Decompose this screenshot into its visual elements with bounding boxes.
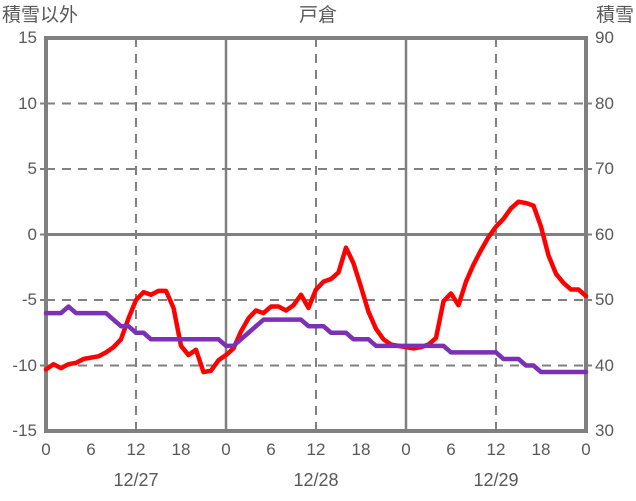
y-axis-left-tick-label: -10 [12, 355, 37, 375]
y-axis-left-tick-label: 10 [18, 93, 37, 113]
x-axis-tick-label: 0 [221, 440, 231, 459]
left-axis-caption: 積雪以外 [2, 5, 79, 26]
x-axis-tick-label: 12 [126, 440, 146, 459]
y-axis-right-tick-label: 90 [595, 28, 614, 47]
y-axis-right-tick-label: 80 [595, 93, 614, 113]
x-axis-day-label: 12/28 [293, 470, 339, 490]
x-axis-day-label: 12/29 [473, 470, 519, 490]
y-axis-left-tick-label: -15 [12, 421, 37, 440]
y-axis-left-tick-label: 15 [18, 28, 37, 47]
y-axis-right-tick-label: 60 [595, 224, 614, 244]
x-axis-tick-label: 18 [531, 440, 551, 459]
x-axis-tick-label: 6 [86, 440, 96, 459]
y-axis-left-tick-label: -5 [21, 290, 37, 309]
y-axis-right-tick-label: 50 [595, 290, 614, 309]
y-axis-left-tick-label: 0 [27, 224, 37, 244]
x-axis-tick-label: 12 [486, 440, 506, 459]
series-line-snow-depth [43, 304, 589, 375]
x-axis-tick-label: 6 [446, 440, 456, 459]
x-axis-tick-label: 6 [266, 440, 276, 459]
x-axis-tick-label: 18 [171, 440, 191, 459]
x-axis-tick-label: 18 [351, 440, 371, 459]
y-axis-right-tick-label: 30 [595, 421, 614, 440]
chart-title: 戸倉 [298, 5, 337, 26]
x-axis-tick-label: 0 [41, 440, 51, 459]
y-axis-left-tick-label: 5 [27, 159, 37, 178]
y-axis-right-tick-label: 70 [595, 159, 614, 178]
right-axis-caption: 積雪 [595, 5, 634, 26]
series-line-temperature [43, 199, 589, 375]
x-axis-tick-label: 0 [581, 440, 591, 459]
x-axis-tick-label: 12 [306, 440, 326, 459]
x-axis-day-label: 12/27 [113, 470, 159, 490]
x-axis-tick-label: 0 [401, 440, 411, 459]
y-axis-right-tick-label: 40 [595, 355, 614, 375]
